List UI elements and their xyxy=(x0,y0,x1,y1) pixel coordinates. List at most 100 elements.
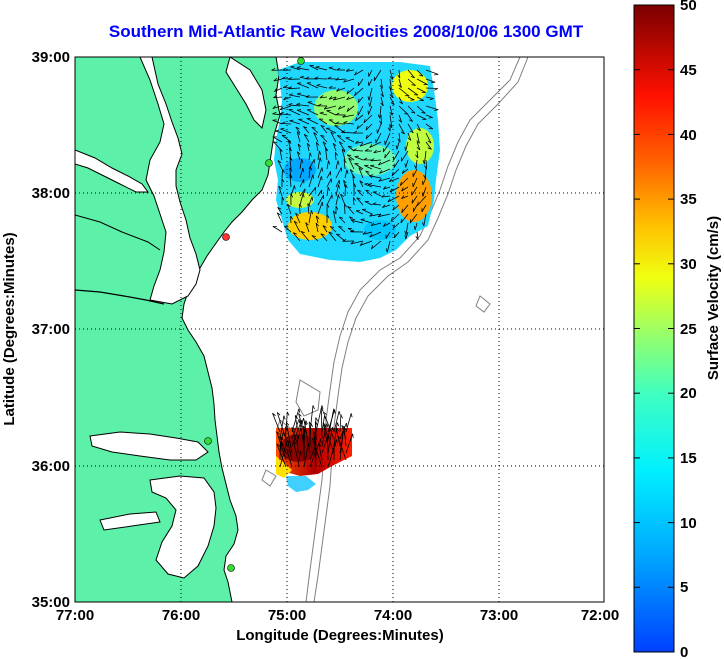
velocity-arrow-head xyxy=(320,233,325,236)
velocity-arrow-head xyxy=(281,436,284,441)
velocity-arrow xyxy=(368,105,373,115)
velocity-arrow-head xyxy=(279,106,284,110)
station-markers xyxy=(204,57,305,572)
velocity-arrow xyxy=(389,114,393,128)
velocity-arrow xyxy=(414,222,418,230)
velocity-arrow-head xyxy=(411,111,416,114)
velocity-arrow xyxy=(329,96,337,100)
velocity-arrow xyxy=(346,69,355,72)
velocity-arrow xyxy=(296,131,301,143)
velocity-arrow-head xyxy=(337,135,342,137)
velocity-arrow xyxy=(287,440,293,461)
velocity-arrow-head xyxy=(281,178,285,183)
velocity-arrow xyxy=(357,189,364,197)
velocity-arrow-head xyxy=(397,138,401,143)
velocity-arrow-head xyxy=(410,76,415,79)
velocity-arrow-head xyxy=(305,420,308,425)
colorbar-tick: 20 xyxy=(680,385,697,402)
velocity-arrow-head xyxy=(397,74,401,79)
velocity-arrow-head xyxy=(320,439,322,444)
velocity-arrow xyxy=(398,114,403,123)
velocity-arrow xyxy=(272,136,283,143)
velocity-arrow-head xyxy=(356,197,361,200)
velocity-arrow-head xyxy=(322,225,327,228)
velocity-arrow xyxy=(378,213,391,218)
velocity-arrow-head xyxy=(414,165,417,170)
velocity-arrow xyxy=(386,240,391,253)
velocity-arrow-head xyxy=(314,436,317,440)
velocity-arrow-head xyxy=(294,415,299,419)
velocity-arrow xyxy=(308,174,314,188)
velocity-arrow xyxy=(332,210,337,224)
velocity-arrow xyxy=(288,104,301,107)
velocity-arrow-head xyxy=(311,126,316,129)
velocity-arrow-head xyxy=(369,233,373,238)
velocity-arrow xyxy=(335,194,339,206)
velocity-arrow xyxy=(416,123,421,131)
velocity-arrow-head xyxy=(395,145,398,150)
velocity-arrow xyxy=(398,69,401,79)
velocity-arrow-head xyxy=(293,220,298,224)
velocity-arrow-head xyxy=(321,201,324,207)
x-tick: 72:00 xyxy=(581,607,619,624)
velocity-arrow-head xyxy=(301,420,303,425)
velocity-arrow-head xyxy=(282,168,285,173)
velocity-arrow-head xyxy=(363,118,366,124)
velocity-arrow-head xyxy=(343,429,346,434)
albemarle-sound xyxy=(89,431,209,461)
velocity-arrow xyxy=(348,157,355,170)
velocity-arrow xyxy=(357,105,364,116)
velocity-arrow-head xyxy=(292,232,297,235)
velocity-arrow-head xyxy=(316,215,320,220)
velocity-arrow xyxy=(425,114,433,118)
velocity-arrow xyxy=(340,193,346,206)
velocity-arrow xyxy=(343,180,346,188)
velocity-arrow xyxy=(344,184,346,197)
velocity-arrow-head xyxy=(390,102,395,106)
velocity-arrow-head xyxy=(327,76,332,80)
velocity-arrow xyxy=(392,204,400,211)
velocity-arrow xyxy=(335,160,339,170)
velocity-arrow-head xyxy=(411,84,416,86)
velocity-arrow-head xyxy=(319,95,324,99)
velocity-arrow xyxy=(354,87,364,96)
velocity-arrow xyxy=(326,194,333,206)
velocity-arrow xyxy=(382,204,391,208)
velocity-arrow-head xyxy=(336,67,341,71)
velocity-arrow-head xyxy=(365,134,368,139)
velocity-arrow-head xyxy=(339,216,344,219)
velocity-arrow xyxy=(323,411,335,440)
velocity-arrow-head xyxy=(321,176,323,181)
velocity-arrow-head xyxy=(427,140,432,144)
velocity-arrow-head xyxy=(401,208,403,213)
plot-frame xyxy=(74,56,605,603)
velocity-arrow xyxy=(389,87,393,98)
velocity-arrow-head xyxy=(348,157,353,161)
velocity-arrow-head xyxy=(352,197,356,201)
velocity-arrow xyxy=(424,150,427,164)
colorbar-tick: 35 xyxy=(680,191,697,208)
velocity-arrow xyxy=(320,407,323,440)
velocity-arrow xyxy=(288,109,301,116)
bathymetry-contours xyxy=(261,57,529,602)
velocity-arrow-head xyxy=(332,142,337,147)
colorbar: 50 45 40 35 30 25 20 15 10 5 0 Surface V… xyxy=(633,0,722,659)
velocity-arrow-head xyxy=(422,159,425,165)
velocity-arrow-head xyxy=(376,129,378,134)
velocity-arrow xyxy=(272,226,283,233)
velocity-arrow xyxy=(277,160,283,170)
velocity-arrow-head xyxy=(370,164,375,167)
velocity-arrow xyxy=(280,128,292,134)
velocity-arrow-head xyxy=(372,202,377,205)
velocity-arrow xyxy=(279,105,292,111)
velocity-arrow-head xyxy=(289,167,293,172)
velocity-arrow-head xyxy=(303,126,308,129)
velocity-arrow-head xyxy=(373,149,377,154)
velocity-arrow xyxy=(308,210,312,224)
velocity-arrow xyxy=(335,167,342,179)
velocity-arrow xyxy=(327,434,329,461)
velocity-arrow-head xyxy=(297,143,302,148)
velocity-arrow-head xyxy=(365,170,370,173)
velocity-arrow xyxy=(317,194,324,206)
velocity-arrow-head xyxy=(416,140,420,144)
